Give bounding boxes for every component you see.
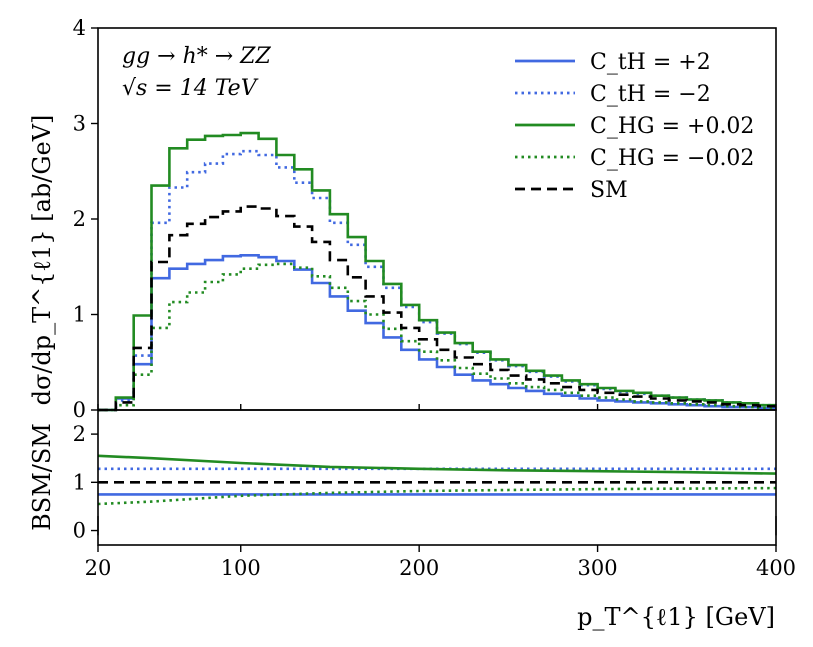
- ratio-panel-frame: [97, 409, 777, 546]
- x-tick-label: 100: [221, 556, 261, 580]
- axes: 0 1 2 3 4 0 1 2 20 100 200 300 400: [73, 16, 796, 580]
- ratio-plot-data: [97, 454, 777, 536]
- legend: C_tH = +2 C_tH = −2 C_HG = +0.02 C_HG = −0.…: [515, 50, 754, 203]
- x-axis-title: p_T^{ℓ1} [GeV]: [577, 603, 775, 631]
- main-series-c-hg-0-02: [98, 262, 776, 412]
- legend-label-c-th-2: C_tH = −2: [590, 82, 711, 107]
- ratio-y-tick-label: 0: [73, 519, 86, 543]
- ratio-y-tick-label: 1: [73, 470, 86, 494]
- x-tick-label: 20: [85, 556, 112, 580]
- x-tick-label: 300: [578, 556, 618, 580]
- main-series-c-hg-0-02: [98, 131, 776, 412]
- process-annotation: gg → h* → ZZ: [122, 44, 271, 69]
- legend-label-c-th-2: C_tH = +2: [590, 50, 711, 75]
- main-y-tick-label: 3: [73, 112, 86, 136]
- energy-annotation: √s = 14 TeV: [122, 76, 259, 101]
- main-y-tick-label: 0: [73, 398, 86, 422]
- main-series-c-th-2: [98, 149, 776, 412]
- ratio-y-tick-label: 2: [73, 422, 86, 446]
- legend-label-c-hg-0-02: C_HG = +0.02: [590, 114, 754, 139]
- ratio-series-c-hg-0-02: [97, 454, 777, 475]
- main-y-axis-title: dσ/dp_T^{ℓ1} [ab/GeV]: [28, 115, 56, 406]
- ratio-series-c-hg-0-02: [97, 486, 777, 506]
- main-y-tick-label: 1: [73, 303, 86, 327]
- main-plot-data: [98, 131, 776, 412]
- x-tick-label: 400: [756, 556, 796, 580]
- legend-label-c-hg-0-02: C_HG = −0.02: [590, 146, 754, 171]
- legend-label-sm: SM: [590, 178, 628, 203]
- main-y-tick-label: 2: [73, 207, 86, 231]
- ratio-y-axis-title: BSM/SM: [28, 423, 56, 531]
- x-tick-label: 200: [399, 556, 439, 580]
- main-y-tick-label: 4: [73, 16, 86, 40]
- main-series-sm: [98, 205, 776, 412]
